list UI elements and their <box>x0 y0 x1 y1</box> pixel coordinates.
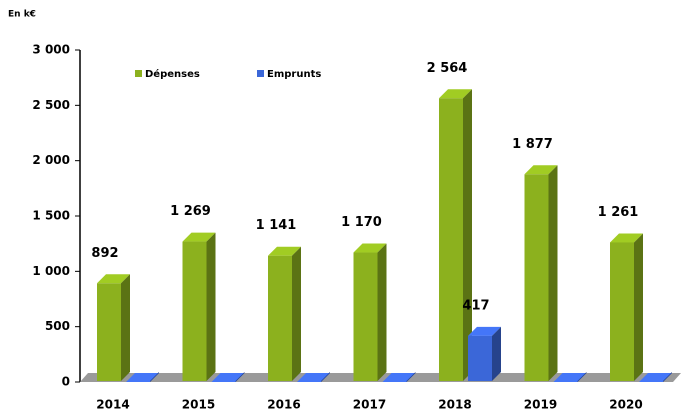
x-tick-label: 2014 <box>96 398 129 412</box>
data-label: 1 261 <box>598 205 639 220</box>
x-tick-label: 2017 <box>353 398 386 412</box>
bar-side <box>492 326 501 381</box>
data-label: 417 <box>462 298 489 313</box>
bar-side <box>577 372 587 382</box>
bar-top <box>382 373 416 382</box>
data-label: 1 141 <box>256 218 297 233</box>
bar <box>439 98 463 381</box>
data-label: 892 <box>91 246 118 261</box>
bar-top <box>297 373 330 382</box>
bar-top <box>268 246 301 256</box>
bar-top <box>524 165 558 175</box>
legend-label: Emprunts <box>267 69 321 80</box>
bar <box>524 174 549 381</box>
bar-top <box>553 373 587 382</box>
bar <box>353 252 378 381</box>
legend-swatch <box>257 70 264 77</box>
y-tick-label: 2 000 <box>32 153 70 167</box>
bar-top <box>610 233 643 243</box>
bar-top <box>439 89 472 99</box>
y-tick-label: 1 000 <box>32 264 70 278</box>
bar-side <box>406 372 416 382</box>
y-tick-label: 0 <box>62 375 70 389</box>
bar-side <box>634 233 643 381</box>
bar <box>468 335 492 381</box>
bar-top <box>353 243 387 253</box>
data-label: 1 877 <box>512 137 553 152</box>
bar-side <box>150 372 159 382</box>
bar <box>182 241 207 381</box>
bar-side <box>206 232 216 381</box>
legend-label: Dépenses <box>145 68 200 80</box>
bar-side <box>321 372 330 382</box>
bar-side <box>663 372 672 382</box>
x-tick-label: 2020 <box>609 398 642 412</box>
bar <box>268 255 292 381</box>
y-tick-label: 500 <box>45 319 70 333</box>
bar-side <box>235 372 245 382</box>
bar-top <box>126 373 159 382</box>
y-tick-label: 2 500 <box>32 98 70 112</box>
bar-side <box>377 243 387 381</box>
bar-side <box>548 165 558 381</box>
y-tick-label: 3 000 <box>32 43 70 57</box>
data-label: 1 170 <box>341 215 382 230</box>
x-tick-label: 2015 <box>182 398 215 412</box>
x-tick-label: 2018 <box>438 398 471 412</box>
bar-top <box>182 232 216 242</box>
bar <box>610 242 634 381</box>
legend-swatch <box>135 70 142 77</box>
bar-side <box>292 246 301 381</box>
bar <box>97 283 121 381</box>
bar-top <box>211 373 245 382</box>
x-tick-label: 2019 <box>524 398 557 412</box>
bar-side <box>121 274 130 381</box>
bar-top <box>97 274 130 284</box>
y-tick-label: 1 500 <box>32 209 70 223</box>
x-tick-label: 2016 <box>267 398 300 412</box>
bar-top <box>639 373 672 382</box>
bar-top <box>468 326 501 336</box>
data-label: 2 564 <box>427 61 468 76</box>
bar-side <box>463 89 472 381</box>
data-label: 1 269 <box>170 204 211 219</box>
y-unit: En k€ <box>8 10 36 20</box>
